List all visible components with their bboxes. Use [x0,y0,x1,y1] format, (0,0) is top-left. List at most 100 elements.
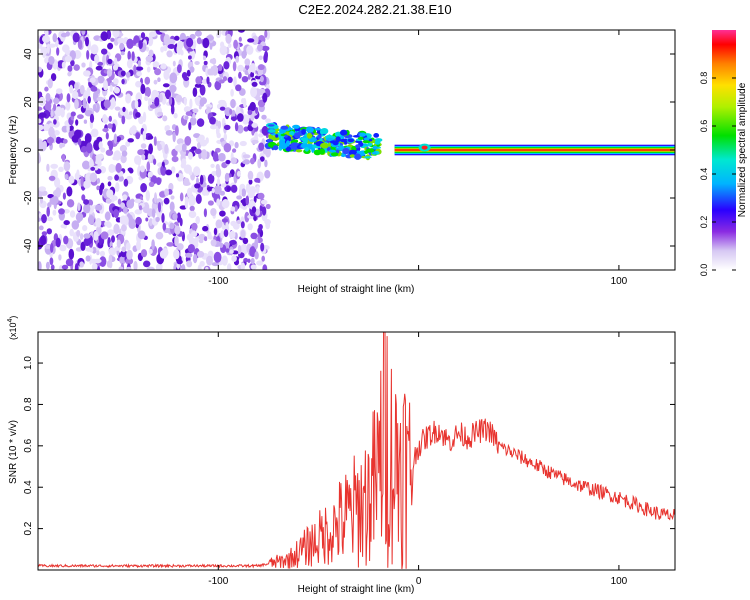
noise-blob [191,230,198,237]
colorbar-tick-label: 0.4 [699,168,709,181]
noise-blob [38,124,44,131]
noise-blob [233,39,239,49]
noise-blob [221,255,228,266]
noise-blob [169,222,175,229]
noise-blob [74,82,79,90]
noise-blob [176,259,183,265]
noise-blob [50,163,59,169]
noise-blob [125,242,131,251]
noise-blob [257,192,265,200]
noise-blob [86,87,91,98]
noise-blob [95,65,103,71]
noise-blob [58,166,64,172]
transition-blob [351,151,356,155]
transition-blob [290,142,299,147]
noise-blob [254,251,259,260]
noise-blob [258,142,265,151]
noise-blob [198,233,206,241]
noise-blob [140,165,145,173]
noise-blob [235,55,240,63]
noise-blob [68,175,75,184]
transition-blob [272,145,279,151]
noise-blob [127,50,131,61]
noise-blob [203,60,208,66]
noise-blob [58,208,65,215]
noise-blob [194,148,202,155]
noise-blob [75,212,84,222]
noise-blob [199,84,206,96]
top-xtick-label: 100 [611,276,628,287]
noise-blob [65,258,74,267]
noise-blob [259,75,264,83]
noise-blob [54,106,63,117]
noise-blob [67,71,72,77]
noise-blob [121,150,128,157]
noise-blob [102,115,109,124]
transition-blob [267,124,275,127]
noise-blob [99,250,105,257]
noise-blob [186,37,194,48]
top-xlabel: Height of straight line (km) [298,284,415,295]
noise-blob [53,130,60,136]
noise-blob [227,263,232,270]
noise-blob [103,79,108,91]
transition-blob [355,144,361,149]
noise-blob [115,162,122,173]
noise-blob [164,143,169,155]
noise-blob [38,118,42,124]
noise-blob [187,151,193,160]
noise-blob [223,124,231,131]
transition-blob [367,142,373,147]
noise-blob [55,136,62,144]
noise-blob [82,160,90,170]
colorbar-tick-label: 0.6 [699,120,709,133]
noise-blob [238,71,242,79]
noise-blob [241,204,248,210]
noise-blob [170,195,175,200]
noise-blob [174,235,179,247]
noise-blob [53,119,57,125]
noise-blob [59,244,67,252]
noise-blob [230,184,238,193]
noise-blob [145,190,150,202]
noise-blob [100,31,109,41]
colorbar-axis: 0.0 0.2 0.4 0.6 0.8 [699,72,736,276]
noise-blob [79,233,84,240]
noise-blob [82,97,87,109]
noise-blob [194,183,201,189]
noise-blob [138,40,143,50]
noise-blob [121,78,125,85]
transition-blob [275,134,279,138]
noise-blob [160,63,167,70]
noise-blob [210,239,217,247]
noise-blob [254,177,261,183]
noise-blob [82,225,88,232]
noise-blob [152,91,160,97]
noise-blob [154,68,162,76]
noise-blob [66,199,75,208]
noise-blob [258,133,264,138]
noise-blob [171,86,175,98]
noise-blob [185,252,193,258]
noise-blob [230,98,236,109]
noise-blob [160,46,165,53]
noise-blob [240,244,248,255]
noise-blob [251,139,259,144]
noise-blob [218,152,226,162]
noise-blob [216,132,221,139]
noise-blob [148,31,157,38]
noise-blob [121,224,127,232]
noise-blob [214,80,222,91]
transition-blob [371,151,377,155]
noise-blob [237,64,244,72]
top-ytick-label: -20 [23,190,34,205]
noise-blob [147,97,152,107]
noise-blob [105,149,114,156]
noise-blob [147,171,153,178]
noise-blob [259,204,263,212]
noise-blob [44,86,49,92]
transition-blob [302,139,308,144]
noise-blob [107,175,113,181]
noise-blob [194,96,202,104]
noise-blob [42,35,50,43]
